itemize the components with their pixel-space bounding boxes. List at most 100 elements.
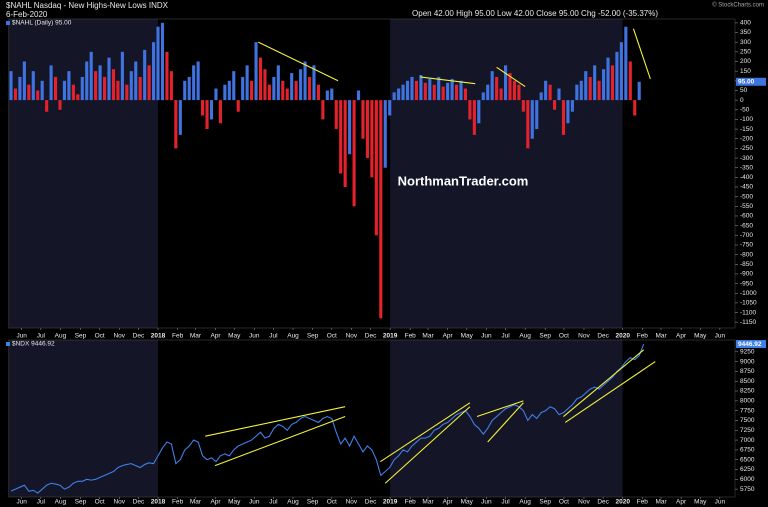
bar [552, 100, 557, 110]
bar [330, 88, 334, 101]
bar [134, 61, 138, 101]
x-tick-label: May [461, 499, 474, 506]
trendline [487, 402, 524, 443]
bar [321, 100, 325, 120]
x-tick-label: Jun [481, 499, 492, 506]
bar [486, 84, 490, 101]
y-tick-label: 300 [740, 39, 751, 46]
bar [503, 65, 508, 101]
x-tick-label: Dec [133, 499, 145, 506]
bar [71, 84, 75, 101]
bar [9, 71, 13, 101]
x-tick-label: Nov [113, 333, 125, 340]
x-tick-label: Nov [578, 333, 590, 340]
x-tick-label: Dec [365, 333, 377, 340]
bar [428, 78, 432, 101]
trendline [419, 76, 476, 85]
bar [103, 76, 107, 101]
bar [116, 80, 120, 101]
y-tick-label: -600 [740, 213, 753, 220]
bar [490, 71, 494, 101]
x-tick-label: Aug [55, 499, 67, 506]
x-tick-label: Jul [269, 333, 278, 340]
bar [423, 82, 427, 101]
bar [499, 88, 503, 101]
bar [58, 100, 62, 110]
x-tick-label: Jun [16, 333, 27, 340]
y-tick-label: 6250 [740, 466, 755, 473]
bar [495, 76, 499, 101]
bar [76, 94, 80, 101]
bar [125, 84, 129, 101]
x-tick-label: Jul [37, 333, 46, 340]
y-tick-label: -50 [740, 106, 750, 113]
x-tick-label: Oct [559, 499, 569, 506]
bar [397, 88, 401, 101]
trendline [384, 406, 471, 484]
bar [361, 100, 365, 139]
bar [343, 100, 347, 188]
bar [575, 84, 579, 101]
bar [512, 80, 517, 101]
bar [31, 71, 35, 101]
x-tick-label: Oct [95, 499, 105, 506]
year-shade [622, 340, 735, 497]
x-tick-label: May [461, 333, 474, 340]
bar [392, 92, 396, 101]
x-tick-label: 2018 [151, 499, 166, 506]
x-tick-label: Aug [519, 499, 531, 506]
bar [45, 100, 49, 112]
bar [521, 100, 525, 112]
bar [272, 76, 276, 101]
bar [374, 100, 378, 236]
bar [441, 86, 445, 101]
x-tick-label: Sep [539, 499, 551, 506]
bar [241, 76, 245, 101]
last-value-tag [736, 340, 766, 349]
y-tick-label: 7750 [740, 407, 755, 414]
bar [459, 80, 463, 101]
x-tick-label: Mar [655, 333, 667, 340]
bar [227, 80, 231, 101]
bar [370, 100, 374, 178]
bar [570, 100, 574, 112]
bar [579, 80, 583, 101]
bar [281, 80, 285, 101]
bar [624, 26, 628, 101]
x-tick-label: 2019 [383, 333, 398, 340]
y-tick-label: 9250 [740, 348, 755, 355]
bar [606, 57, 610, 101]
bar [53, 76, 58, 101]
bar [477, 100, 481, 124]
x-tick-label: Sep [75, 499, 87, 506]
panel-frame [8, 18, 736, 329]
y-tick-label: 250 [740, 49, 751, 56]
y-tick-label: 6500 [740, 456, 755, 463]
x-tick-label: Aug [287, 499, 299, 506]
x-tick-label: May [694, 499, 707, 506]
bar [637, 81, 641, 101]
bar [89, 51, 93, 101]
bar [544, 80, 548, 101]
x-tick-label: Aug [287, 333, 299, 340]
x-tick-label: Sep [307, 333, 319, 340]
x-tick-label: Jul [37, 499, 46, 506]
bar [13, 88, 18, 101]
y-tick-label: -150 [740, 126, 753, 133]
x-tick-label: Feb [405, 499, 417, 506]
x-tick-label: Feb [172, 333, 184, 340]
bar [379, 100, 383, 319]
bar [143, 49, 147, 101]
bar [258, 57, 263, 101]
bar [254, 42, 258, 101]
y-tick-label: -1150 [740, 319, 757, 326]
bar [468, 100, 472, 120]
x-tick-label: Apr [210, 499, 221, 506]
bar [267, 84, 271, 101]
legend-swatch [6, 21, 10, 25]
bar [187, 76, 191, 101]
y-tick-label: 8000 [740, 398, 755, 405]
bar [183, 80, 187, 101]
y-tick-label: 400 [740, 20, 751, 27]
x-tick-label: Oct [327, 499, 337, 506]
